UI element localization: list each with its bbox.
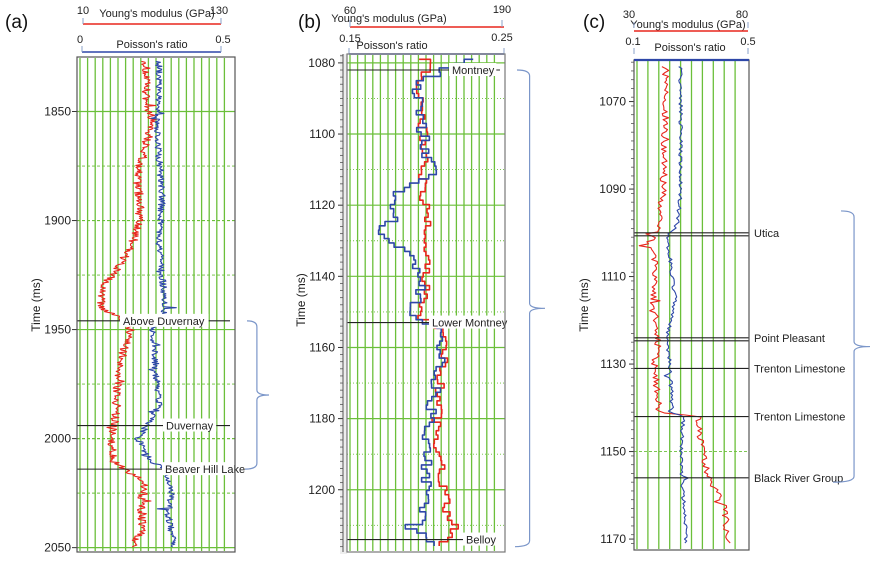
formation-label-background (120, 313, 209, 327)
y-tick-label: 1900 (44, 214, 71, 228)
y-axis-label: Time (ms) (294, 273, 308, 327)
plot-frame (76, 56, 236, 553)
poisson-min-label: 0 (77, 34, 83, 46)
panel-a: (a) Young's modulus (GPa) 10 130 Poisson… (5, 5, 270, 555)
poisson-ratio-curve (134, 60, 177, 548)
young-modulus-curve (97, 60, 157, 548)
formation-label: Black River Group (754, 473, 843, 485)
interval-bracket (244, 320, 270, 470)
young-modulus-min-label: 60 (344, 5, 356, 17)
y-tick-label: 1110 (601, 270, 626, 284)
curves (97, 60, 177, 548)
formations: Montney Lower Montney Belloy (347, 63, 512, 547)
young-modulus-axis-title: Young's modulus (GPa) (331, 13, 446, 25)
formation-label-background (162, 462, 263, 476)
panel-c: (c) Young's modulus (GPa) 30 80 Poisson'… (577, 9, 871, 551)
formation-label: Above Duvernay (123, 316, 205, 328)
interval-bracket (832, 210, 871, 483)
panel-label: (b) (298, 12, 321, 33)
formation-label-background (429, 315, 512, 329)
y-tick-label: 1150 (600, 445, 626, 459)
poisson-max-label: 0.25 (491, 32, 512, 44)
y-tick-label: 1130 (600, 357, 626, 371)
poisson-axis-title: Poisson's ratio (654, 42, 725, 54)
y-tick-label: 1950 (44, 323, 71, 337)
young-modulus-curve (415, 58, 459, 546)
poisson-axis-title: Poisson's ratio (116, 39, 187, 51)
y-tick-label: 1180 (309, 412, 335, 426)
formation-label: Point Pleasant (754, 333, 825, 345)
formation-label: Trenton Limestone (754, 412, 845, 424)
young-modulus-axis-title: Young's modulus (GPa) (630, 19, 745, 31)
grid (347, 55, 505, 551)
grid (634, 61, 749, 549)
y-tick-label: 1200 (308, 483, 335, 497)
y-tick-label: 1100 (309, 127, 335, 141)
poisson-max-label: 0.5 (215, 34, 230, 46)
poisson-max-label: 0.5 (740, 36, 755, 48)
curves (638, 66, 731, 544)
formation-label: Lower Montney (432, 318, 508, 330)
formation-label-background (463, 532, 505, 546)
y-tick-label: 1090 (599, 182, 626, 196)
curves (377, 58, 474, 546)
young-modulus-max-label: 130 (210, 5, 228, 17)
y-axis-label: Time (ms) (29, 278, 43, 332)
formation-label: Trenton Limestone (754, 363, 845, 375)
panel-label: (c) (583, 12, 605, 33)
poisson-ratio-curve (377, 58, 474, 546)
young-modulus-max-label: 80 (736, 9, 748, 21)
y-tick-label: 2000 (44, 432, 71, 446)
y-ticks: 1070 1090 1110 1130 1150 1170 (599, 60, 635, 550)
y-tick-label: 1140 (309, 269, 335, 283)
formations: Above Duvernay Duvernay Beaver Hill Lake (77, 313, 263, 476)
formation-label: Beaver Hill Lake (165, 464, 245, 476)
y-tick-label: 1080 (308, 56, 335, 70)
formation-label-background (163, 418, 217, 432)
young-modulus-min-label: 10 (77, 5, 89, 17)
y-tick-label: 1170 (600, 532, 626, 546)
poisson-axis-title: Poisson's ratio (356, 40, 427, 52)
plot-frame (346, 53, 506, 553)
y-tick-label: 1120 (309, 198, 335, 212)
interval-bracket (514, 69, 546, 548)
formation-label-background (449, 63, 497, 77)
formation-label: Utica (754, 228, 780, 240)
y-tick-label: 2050 (44, 541, 71, 555)
young-modulus-max-label: 190 (493, 4, 511, 16)
formation-label: Montney (452, 65, 495, 77)
young-modulus-min-label: 30 (623, 9, 635, 21)
y-ticks: 1080 1100 1120 1140 1160 1180 1200 (308, 54, 344, 552)
y-tick-label: 1160 (309, 340, 335, 354)
y-ticks: 1850 1900 1950 2000 2050 (44, 105, 77, 555)
poisson-ratio-curve (663, 66, 689, 544)
panel-label: (a) (5, 12, 28, 33)
y-tick-label: 1070 (599, 95, 626, 109)
poisson-min-label: 0.15 (339, 33, 360, 45)
young-modulus-axis-title: Young's modulus (GPa) (99, 8, 214, 20)
formations: Utica Point Pleasant Trenton Limestone Tren… (634, 228, 845, 485)
panel-b: (b) Young's modulus (GPa) 60 190 Poisson… (294, 4, 546, 554)
young-modulus-curve (638, 66, 731, 544)
y-axis-label: Time (ms) (577, 278, 591, 332)
grid (77, 56, 235, 551)
y-tick-label: 1850 (44, 105, 71, 119)
formation-label: Belloy (466, 535, 496, 547)
poisson-min-label: 0.1 (625, 36, 640, 48)
formation-label: Duvernay (166, 421, 214, 433)
